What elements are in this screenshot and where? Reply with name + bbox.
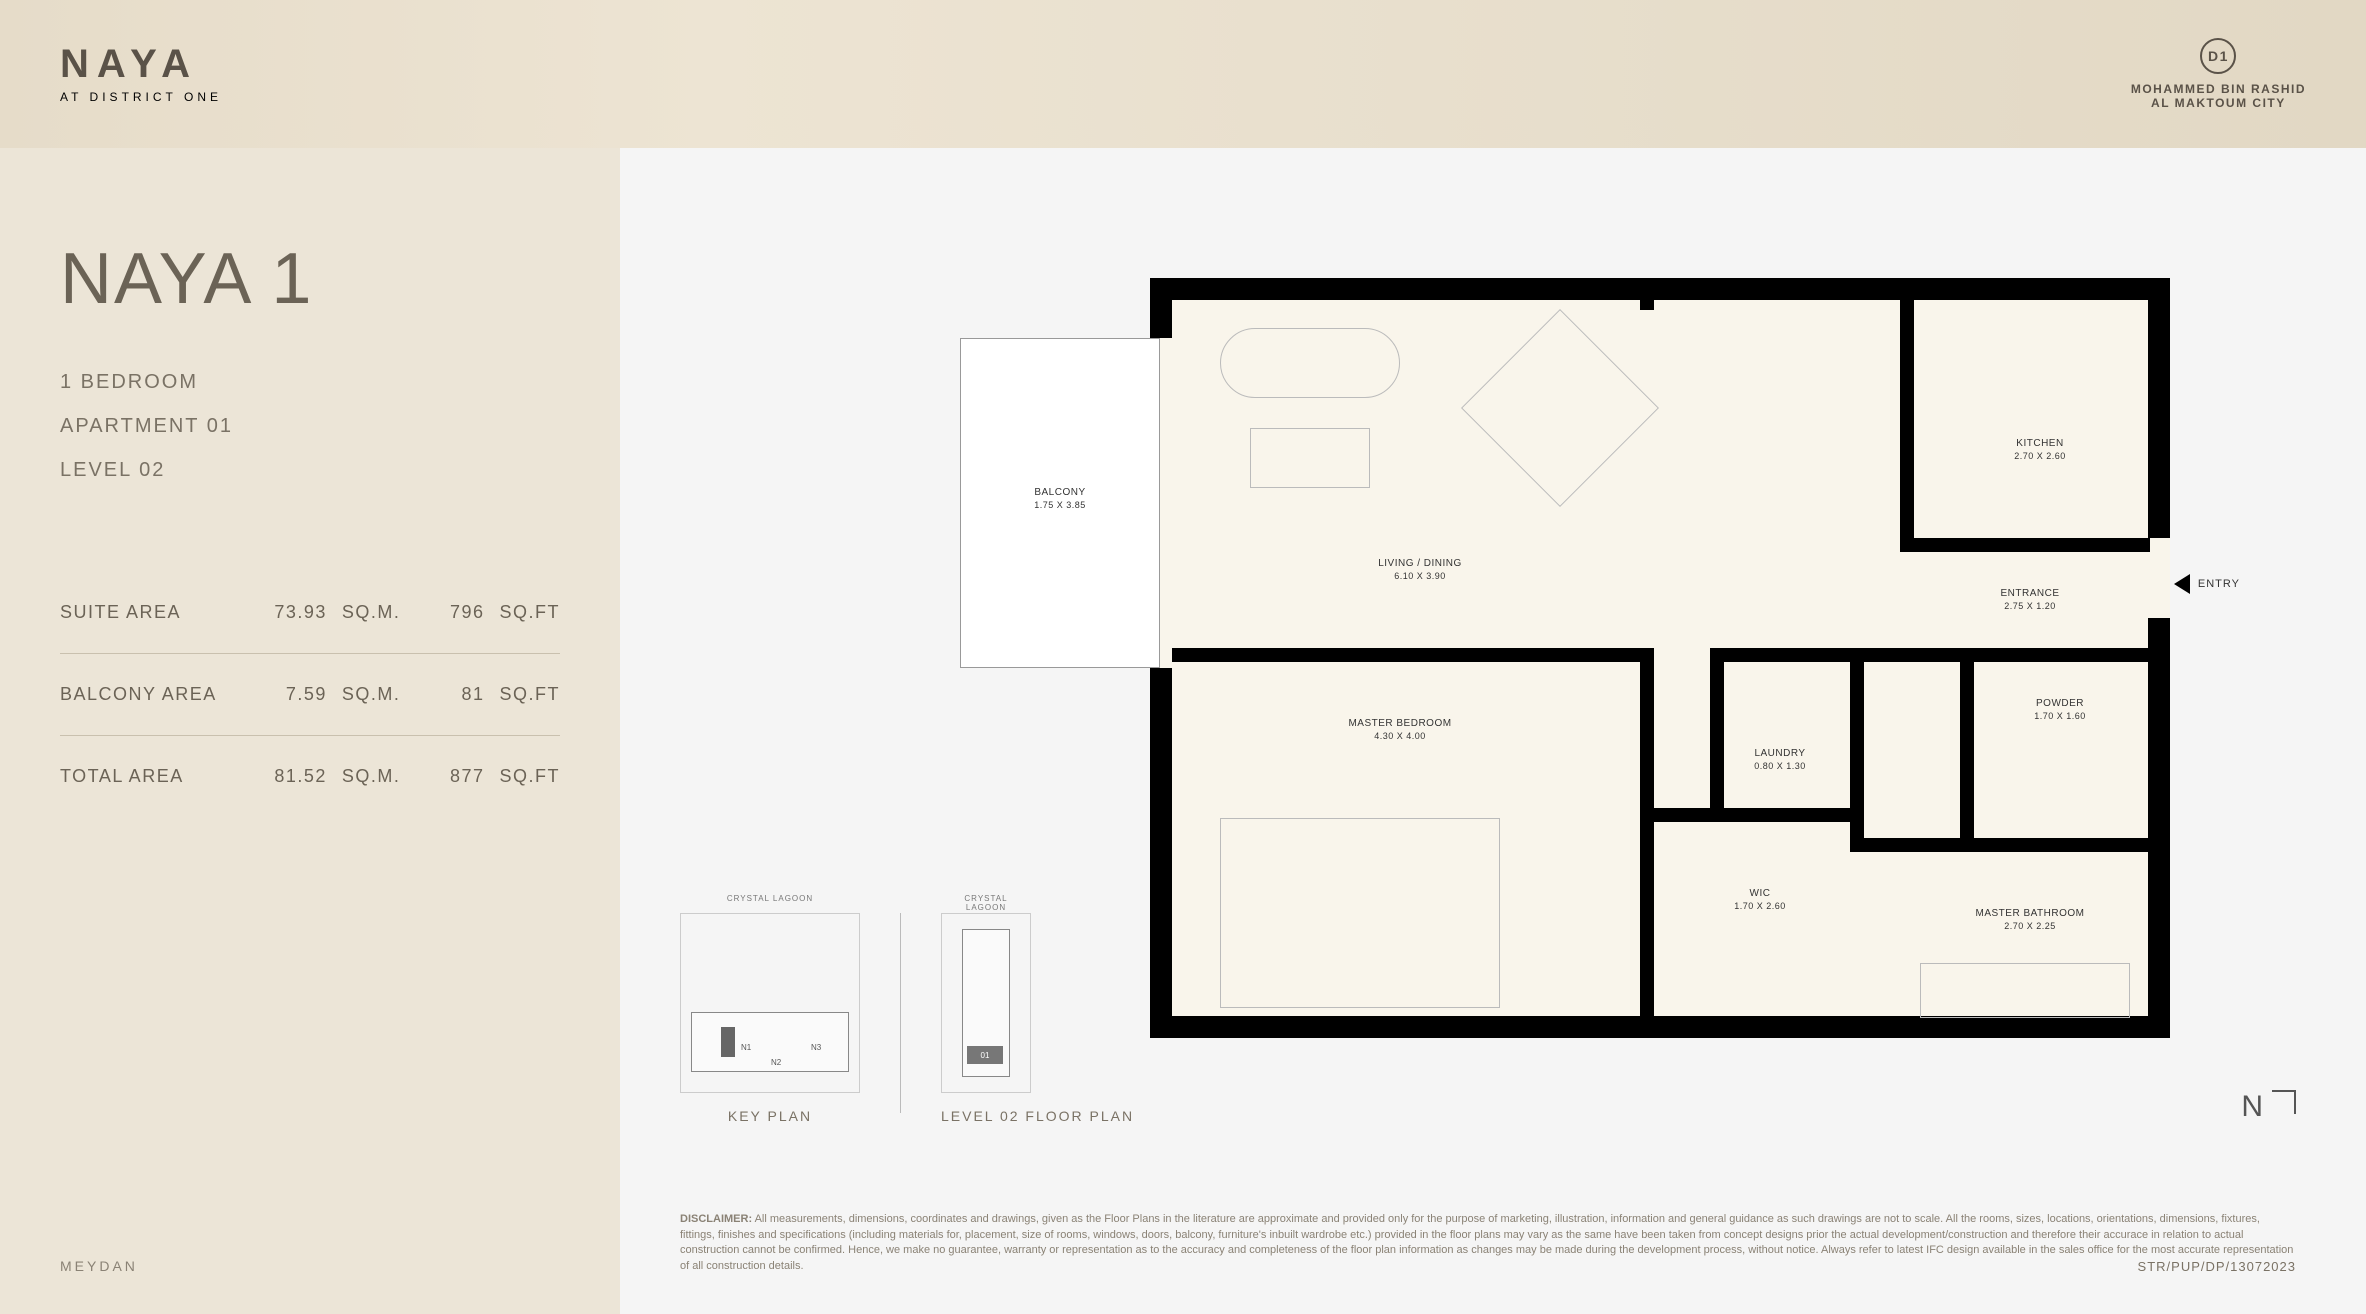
apartment-label: APARTMENT 01 — [60, 404, 560, 448]
level-plan-img: CRYSTAL LAGOON 01 — [941, 913, 1031, 1093]
room-powder: POWDER 1.70 X 1.60 — [1980, 698, 2140, 721]
area-sqm-unit: SQ.M. — [327, 602, 402, 623]
level-label: LEVEL 02 — [60, 448, 560, 492]
floor-plan-drawing: BALCONY 1.75 X 3.85 LIVING / DINING 6.10… — [1150, 278, 2170, 1038]
level-plan-unit-marker: 01 — [967, 1046, 1003, 1064]
developer-line2: AL MAKTOUM CITY — [2131, 96, 2306, 110]
wall — [1150, 668, 1172, 1038]
disclaimer-text: All measurements, dimensions, coordinate… — [680, 1213, 2293, 1271]
document-reference: STR/PUP/DP/13072023 — [2138, 1259, 2296, 1274]
key-plan-site — [691, 1012, 849, 1072]
meydan-label: MEYDAN — [60, 1258, 138, 1274]
area-row-total: TOTAL AREA 81.52 SQ.M. 877 SQ.FT — [60, 736, 560, 817]
area-row-suite: SUITE AREA 73.93 SQ.M. 796 SQ.FT — [60, 572, 560, 654]
wall — [1150, 1016, 2170, 1038]
room-master-bedroom: MASTER BEDROOM 4.30 X 4.00 — [1250, 718, 1550, 741]
furn-sofa — [1220, 328, 1400, 398]
wall — [2148, 618, 2170, 1038]
area-label: TOTAL AREA — [60, 766, 244, 787]
key-plan-n2: N2 — [771, 1058, 781, 1067]
key-plan-img: CRYSTAL LAGOON N1 N2 N3 — [680, 913, 860, 1093]
room-master-bath: MASTER BATHROOM 2.70 X 2.25 — [1920, 908, 2140, 931]
key-plan-label: KEY PLAN — [680, 1108, 860, 1124]
balcony-area: BALCONY 1.75 X 3.85 — [960, 338, 1160, 668]
header-band: NAYA AT DISTRICT ONE D1 MOHAMMED BIN RAS… — [0, 0, 2366, 148]
developer-icon: D1 — [2200, 38, 2236, 74]
wall — [1710, 648, 2150, 662]
furn-bathtub — [1920, 963, 2130, 1018]
north-compass: N — [2241, 1090, 2296, 1124]
disclaimer-title: DISCLAIMER: — [680, 1213, 752, 1225]
entry-arrow-icon — [2174, 574, 2190, 594]
divider — [900, 913, 901, 1113]
unit-info: 1 BEDROOM APARTMENT 01 LEVEL 02 — [60, 360, 560, 492]
building-title: NAYA 1 — [60, 238, 560, 320]
developer-line1: MOHAMMED BIN RASHID — [2131, 82, 2306, 96]
furn-table — [1250, 428, 1370, 488]
room-kitchen: KITCHEN 2.70 X 2.60 — [1940, 438, 2140, 461]
wall — [2148, 278, 2170, 538]
area-sqft-unit: SQ.FT — [484, 684, 560, 705]
area-sqm: 7.59 — [244, 684, 327, 705]
wall — [1960, 648, 1974, 838]
level-plan-label: LEVEL 02 FLOOR PLAN — [941, 1108, 1134, 1124]
area-sqft-unit: SQ.FT — [484, 766, 560, 787]
area-row-balcony: BALCONY AREA 7.59 SQ.M. 81 SQ.FT — [60, 654, 560, 736]
area-sqft-unit: SQ.FT — [484, 602, 560, 623]
area-sqm-unit: SQ.M. — [327, 684, 402, 705]
keyplans-section: CRYSTAL LAGOON N1 N2 N3 KEY PLAN CRYSTAL… — [680, 913, 1134, 1124]
wall — [1900, 298, 1914, 538]
area-sqft: 877 — [402, 766, 485, 787]
brand-logo: NAYA AT DISTRICT ONE — [60, 44, 222, 104]
bedrooms-label: 1 BEDROOM — [60, 360, 560, 404]
lagoon-label: CRYSTAL LAGOON — [727, 894, 813, 903]
area-label: SUITE AREA — [60, 602, 244, 623]
area-sqm: 81.52 — [244, 766, 327, 787]
area-sqm: 73.93 — [244, 602, 327, 623]
wall — [1900, 538, 2150, 552]
lagoon-label: CRYSTAL LAGOON — [964, 894, 1008, 912]
furn-dining — [1461, 309, 1659, 507]
room-laundry: LAUNDRY 0.80 X 1.30 — [1720, 748, 1840, 771]
info-sidebar: NAYA 1 1 BEDROOM APARTMENT 01 LEVEL 02 S… — [0, 148, 620, 1314]
developer-logo: D1 MOHAMMED BIN RASHID AL MAKTOUM CITY — [2131, 38, 2306, 110]
wall — [1710, 648, 1724, 808]
key-plan: CRYSTAL LAGOON N1 N2 N3 KEY PLAN — [680, 913, 860, 1124]
wall — [1150, 278, 1172, 338]
wall — [1850, 838, 2150, 852]
key-plan-highlight — [721, 1027, 735, 1057]
wall — [1640, 648, 1654, 1018]
area-table: SUITE AREA 73.93 SQ.M. 796 SQ.FT BALCONY… — [60, 572, 560, 817]
compass-arrow-icon — [2272, 1090, 2296, 1114]
area-sqm-unit: SQ.M. — [327, 766, 402, 787]
wall — [1172, 648, 1642, 662]
key-plan-n1: N1 — [741, 1043, 751, 1052]
room-entrance: ENTRANCE 2.75 X 1.20 — [1930, 588, 2130, 611]
wall — [1654, 808, 1864, 822]
brand-name: NAYA — [60, 44, 222, 84]
room-living: LIVING / DINING 6.10 X 3.90 — [1270, 558, 1570, 581]
entry-marker: ENTRY — [2198, 578, 2240, 590]
room-balcony: BALCONY 1.75 X 3.85 — [961, 487, 1159, 510]
room-wic: WIC 1.70 X 2.60 — [1680, 888, 1840, 911]
wall — [1640, 298, 1654, 310]
brand-subtitle: AT DISTRICT ONE — [60, 90, 222, 104]
disclaimer: DISCLAIMER: All measurements, dimensions… — [680, 1212, 2296, 1274]
furn-bed — [1220, 818, 1500, 1008]
level-floor-plan: CRYSTAL LAGOON 01 LEVEL 02 FLOOR PLAN — [941, 913, 1134, 1124]
main-content: BALCONY 1.75 X 3.85 LIVING / DINING 6.10… — [620, 148, 2366, 1314]
wall — [1150, 278, 2170, 300]
area-sqft: 81 — [402, 684, 485, 705]
key-plan-n3: N3 — [811, 1043, 821, 1052]
area-sqft: 796 — [402, 602, 485, 623]
area-label: BALCONY AREA — [60, 684, 244, 705]
